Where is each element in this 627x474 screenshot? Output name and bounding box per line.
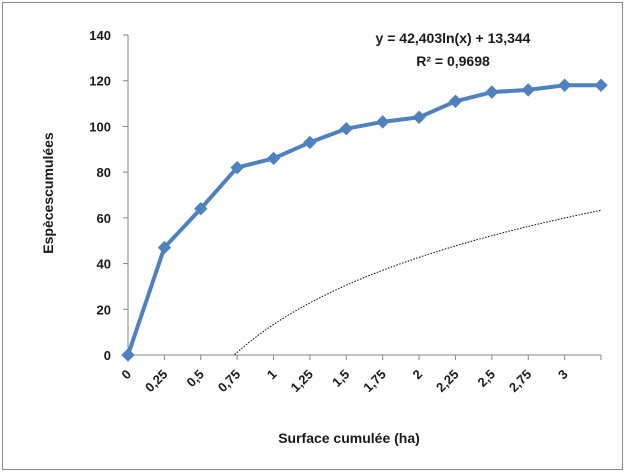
x-tick-label: 2: [409, 367, 425, 383]
data-point-marker: [557, 78, 572, 92]
x-tick-label: 2,75: [506, 367, 535, 396]
data-point-marker: [448, 94, 463, 108]
y-tick-label: 60: [97, 211, 111, 226]
y-tick-label: 120: [89, 74, 111, 89]
x-tick-label: 3: [555, 367, 571, 383]
x-tick-label: 0,25: [142, 367, 171, 396]
data-point-marker: [121, 348, 135, 362]
x-tick-label: 2,25: [433, 367, 462, 396]
data-point-marker: [339, 122, 354, 136]
data-series: [121, 78, 608, 362]
x-tick-label: 1,5: [329, 367, 352, 390]
data-point-marker: [412, 110, 426, 124]
data-point-marker: [521, 83, 535, 97]
trendline-equation: y = 42,403ln(x) + 13,344: [376, 30, 531, 46]
data-point-marker: [157, 240, 172, 255]
data-point-marker: [230, 160, 244, 175]
trendline-curve: [234, 209, 602, 356]
y-axis-label: Espècescumulées: [40, 132, 56, 254]
axes: 0 20 40 60 80 100 120 140 0 0,25 0,5 0,75 1 1,25 1,5 1,…: [89, 28, 602, 396]
chart-frame: 0 20 40 60 80 100 120 140 0 0,25 0,5 0,75 1 1,25 1,5 1,…: [2, 2, 623, 470]
data-point-marker: [266, 151, 281, 166]
x-tick-label: 1: [264, 367, 280, 383]
x-tick-label: 1,75: [360, 367, 389, 396]
x-tick-label: 0,75: [215, 367, 244, 396]
chart-svg: 0 20 40 60 80 100 120 140 0 0,25 0,5 0,75 1 1,25 1,5 1,…: [40, 28, 608, 446]
x-tick-label: 0: [118, 367, 134, 383]
y-tick-label: 80: [97, 165, 111, 180]
x-axis-label: Surface cumulée (ha): [278, 430, 420, 446]
y-tick-label: 40: [97, 257, 111, 272]
data-point-marker: [194, 202, 208, 216]
series-line: [126, 83, 601, 356]
data-point-marker: [303, 135, 317, 150]
y-tick-label: 140: [89, 28, 111, 43]
x-tick-label: 1,25: [288, 367, 317, 396]
data-point-marker: [594, 78, 608, 92]
y-tick-label: 20: [97, 302, 111, 317]
trendline-r-squared: R² = 0,9698: [416, 53, 490, 69]
data-point-marker: [485, 85, 499, 99]
y-tick-label: 100: [89, 119, 111, 134]
trendline: [234, 209, 602, 356]
y-tick-label: 0: [104, 348, 111, 363]
x-tick-label: 2,5: [475, 367, 498, 390]
x-tick-label: 0,5: [184, 367, 207, 390]
data-point-marker: [375, 115, 390, 129]
